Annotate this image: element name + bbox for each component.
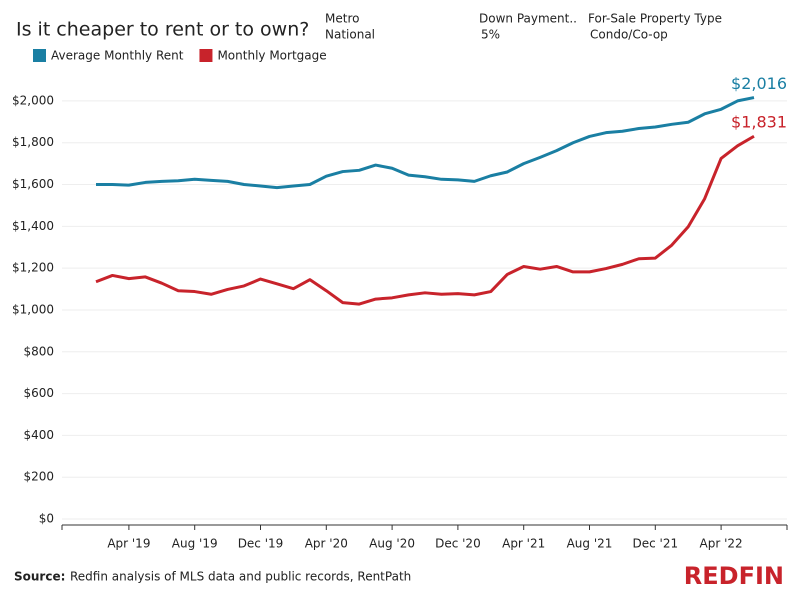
y-tick-label: $1,800: [12, 135, 54, 149]
end-label: $2,016: [731, 74, 787, 93]
y-tick-label: $400: [23, 428, 54, 442]
x-tick-label: Dec '19: [238, 537, 284, 551]
logo: REDFIN: [684, 562, 784, 590]
x-tick-label: Apr '22: [700, 537, 743, 551]
end-label: $1,831: [731, 113, 787, 132]
legend-swatch: [33, 49, 46, 62]
y-tick-label: $600: [23, 386, 54, 400]
y-tick-label: $1,400: [12, 219, 54, 233]
y-tick-label: $200: [23, 470, 54, 484]
filter-label: Down Payment..: [479, 12, 577, 26]
legend-label: Average Monthly Rent: [51, 49, 184, 63]
y-tick-label: $1,000: [12, 302, 54, 316]
filter-value: Condo/Co-op: [590, 28, 668, 42]
filter-label: Metro: [325, 12, 359, 26]
series-line: [96, 96, 755, 190]
legend-swatch: [199, 49, 213, 62]
y-tick-label: $1,600: [12, 177, 54, 191]
x-tick-label: Apr '21: [502, 537, 545, 551]
y-tick-label: $800: [23, 344, 54, 358]
x-tick-label: Aug '21: [567, 537, 613, 551]
x-tick-label: Aug '20: [369, 537, 415, 551]
x-tick-label: Dec '21: [632, 537, 678, 551]
x-tick-label: Aug '19: [172, 537, 218, 551]
y-tick-label: $2,000: [12, 93, 54, 107]
x-tick-label: Apr '19: [107, 537, 150, 551]
chart-title: Is it cheaper to rent or to own?: [16, 19, 309, 41]
filter-label: For-Sale Property Type: [588, 12, 722, 26]
x-tick-label: Dec '20: [435, 537, 481, 551]
y-tick-label: $1,200: [12, 261, 54, 275]
y-tick-label: $0: [39, 512, 54, 526]
filter-value: National: [325, 28, 375, 42]
series-line: [95, 134, 755, 306]
source-text: Redfin analysis of MLS data and public r…: [70, 570, 411, 584]
x-tick-label: Apr '20: [305, 537, 348, 551]
legend-label: Monthly Mortgage: [217, 49, 326, 63]
source-label: Source:: [14, 570, 65, 584]
filter-value: 5%: [481, 28, 500, 42]
